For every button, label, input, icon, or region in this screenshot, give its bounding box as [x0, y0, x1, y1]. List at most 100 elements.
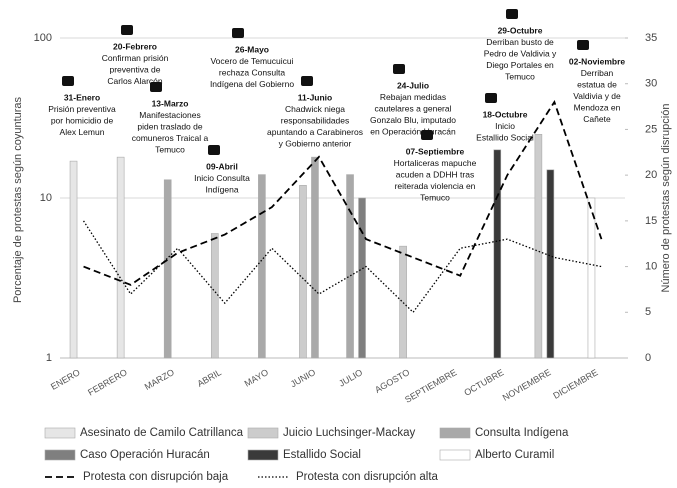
legend-label: Consulta Indígena: [475, 427, 569, 439]
annotation-text: estatua de: [577, 79, 617, 89]
y-tick-label: 10: [40, 192, 52, 204]
legend-swatch: [44, 427, 76, 439]
annotation-text: Indígena: [205, 184, 238, 194]
bar: [299, 185, 307, 359]
legend-swatch: [247, 427, 279, 439]
y2-tick-label: 30: [645, 78, 657, 90]
annotation-text: Vocero de Temucuicui: [210, 56, 293, 66]
legend-swatch: [44, 449, 76, 461]
annotation-text: Temuco: [505, 71, 535, 81]
annotation-text: Derriban busto de: [486, 37, 554, 47]
annotation-text: en Operación Huracán: [370, 126, 456, 136]
annotation-text: Cañete: [583, 114, 611, 124]
y2-axis-label: Número de protestas según disrupción: [660, 104, 672, 293]
x-tick-label: MARZO: [143, 367, 176, 392]
legend-swatch: [247, 449, 279, 461]
annotation-text: Confirman prisión: [102, 53, 169, 63]
annotation-text: piden traslado de: [137, 121, 202, 131]
annotation-text: Temuco: [420, 192, 450, 202]
x-tick-label: ENERO: [49, 367, 82, 392]
annotation-icon: [62, 76, 74, 86]
legend-swatch: [439, 449, 471, 461]
annotation-text: Diego Portales en: [486, 60, 554, 70]
legend-label: Protesta con disrupción baja: [83, 471, 229, 483]
annotation-text: Carlos Alarcón: [107, 76, 163, 86]
annotation-text: Rebajan medidas: [380, 92, 446, 102]
y2-tick-label: 20: [645, 169, 657, 181]
annotation-text: por homicidio de: [51, 115, 114, 125]
bar: [587, 197, 596, 359]
annotation-text: Derriban: [581, 68, 614, 78]
x-tick-label: JULIO: [337, 367, 364, 388]
bar: [69, 160, 78, 359]
y2-tick-label: 5: [645, 306, 651, 318]
y2-tick-label: 25: [645, 123, 657, 135]
annotation-text: Prisión preventiva: [48, 104, 116, 114]
annotation-icon: [421, 130, 433, 140]
annotation-icon: [150, 82, 162, 92]
annotation-text: Gonzalo Blu, imputado: [370, 115, 456, 125]
annotation-date: 24-Julio: [397, 80, 429, 90]
annotation-date: 20-Febrero: [113, 41, 157, 51]
annotation-text: Alex Lemun: [60, 127, 105, 137]
x-tick-label: MAYO: [243, 367, 270, 389]
annotation-text: reiterada violencia en: [395, 181, 476, 191]
annotation-date: 18-Octubre: [483, 109, 528, 119]
bar: [399, 245, 407, 359]
y-tick-label: 100: [34, 32, 52, 44]
annotation-date: 09-Abril: [206, 161, 238, 171]
y-tick-label: 1: [46, 352, 52, 364]
legend-label: Asesinato de Camilo Catrillanca: [80, 427, 244, 439]
annotation-icon: [232, 28, 244, 38]
annotation-text: Pedro de Valdivia y: [484, 48, 557, 58]
annotation-text: rechaza Consulta: [219, 67, 285, 77]
annotation-icon: [577, 40, 589, 50]
bar: [358, 197, 366, 359]
annotation-text: acuden a DDHH tras: [396, 169, 474, 179]
legend-label: Alberto Curamil: [475, 449, 554, 461]
legend-label: Caso Operación Huracán: [80, 449, 210, 461]
annotation-date: 13-Marzo: [152, 98, 189, 108]
annotation-date: 07-Septiembre: [406, 146, 465, 156]
annotation-text: apuntando a Carabineros: [267, 127, 363, 137]
annotation-icon: [393, 64, 405, 74]
bar: [210, 233, 219, 359]
y-axis-label: Porcentaje de protestas según coyunturas: [12, 96, 24, 303]
x-tick-label: AGOSTO: [373, 367, 411, 395]
legend-label: Juicio Luchsinger-Mackay: [283, 427, 416, 439]
annotation-text: Estallido Social: [476, 132, 534, 142]
y2-tick-label: 0: [645, 352, 651, 364]
annotation-text: Temuco: [155, 144, 185, 154]
annotation-text: Inicio Consulta: [194, 173, 250, 183]
annotation-date: 26-Mayo: [235, 44, 269, 54]
legend-swatch: [439, 427, 471, 439]
x-tick-label: DICIEMBRE: [551, 367, 599, 401]
annotation-date: 11-Junio: [298, 92, 332, 102]
bar: [534, 134, 543, 359]
annotation-text: comuneros Traical a: [132, 133, 209, 143]
annotation-icon: [485, 93, 497, 103]
x-tick-label: SEPTIEMBRE: [403, 367, 458, 405]
annotation-icon: [301, 76, 313, 86]
bar: [311, 156, 319, 359]
annotation-date: 31-Enero: [64, 92, 100, 102]
annotation-text: responsabilidades: [281, 115, 350, 125]
y2-tick-label: 35: [645, 32, 657, 44]
x-tick-label: ABRIL: [195, 367, 223, 389]
bar: [116, 156, 125, 359]
line-series: [82, 220, 602, 314]
x-tick-label: JUNIO: [289, 367, 317, 389]
y2-tick-label: 10: [645, 260, 657, 272]
legend-label: Estallido Social: [283, 449, 361, 461]
bar: [163, 179, 172, 359]
annotation-date: 29-Octubre: [498, 25, 543, 35]
annotation-icon: [208, 145, 220, 155]
annotation-text: preventiva de: [109, 64, 160, 74]
x-tick-label: NOVIEMBRE: [501, 367, 553, 403]
annotation-icon: [121, 25, 133, 35]
annotation-date: 02-Noviembre: [569, 56, 625, 66]
annotation-text: cautelares a general: [374, 103, 451, 113]
annotation-text: Indígena del Gobierno: [210, 79, 294, 89]
annotation-text: y Gobierno anterior: [279, 138, 352, 148]
